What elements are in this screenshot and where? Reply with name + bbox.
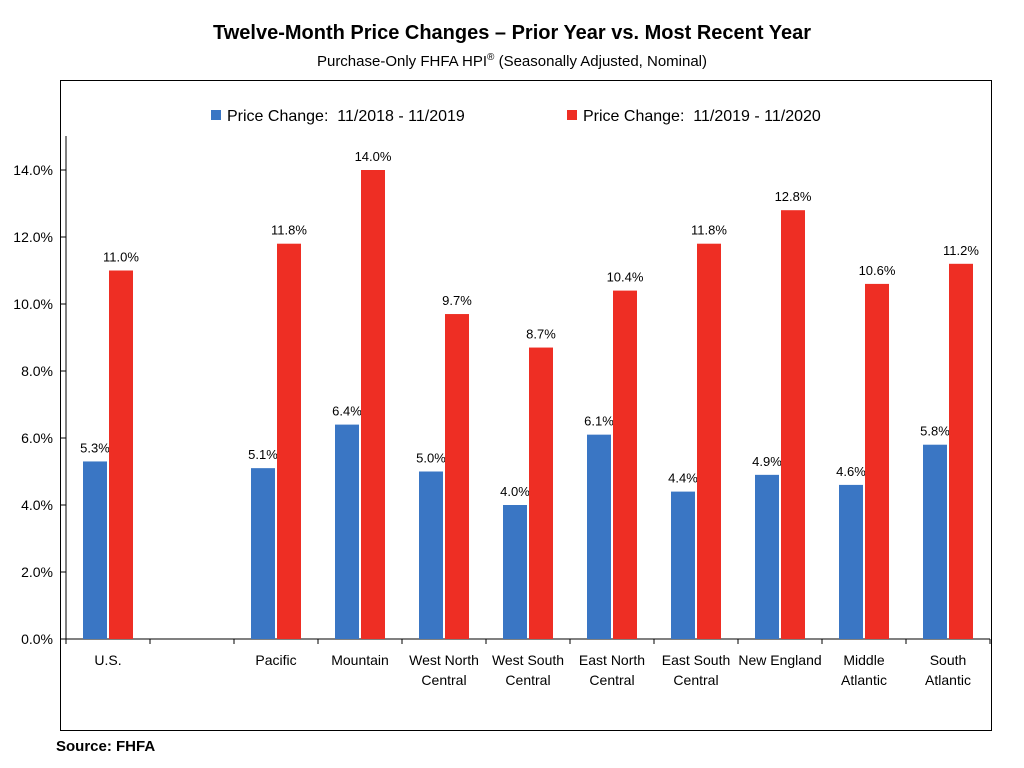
category-label: Atlantic (841, 672, 887, 688)
data-label: 4.6% (836, 464, 866, 479)
y-tick-label: 2.0% (21, 564, 53, 580)
subtitle-suffix: (Seasonally Adjusted, Nominal) (494, 53, 708, 70)
data-label: 9.7% (442, 293, 472, 308)
data-label: 10.6% (859, 263, 896, 278)
bar-2019 (419, 471, 443, 639)
data-label: 5.0% (416, 451, 446, 466)
bar-2020 (445, 314, 469, 639)
category-label: U.S. (94, 652, 121, 668)
bar-2019 (671, 491, 695, 639)
bar-2020 (781, 210, 805, 639)
data-label: 11.0% (103, 250, 139, 265)
data-label: 6.1% (584, 414, 614, 429)
y-tick-label: 0.0% (21, 631, 53, 647)
y-tick-label: 4.0% (21, 497, 53, 513)
data-label: 11.8% (691, 223, 727, 238)
category-label: South (930, 652, 967, 668)
bar-2019 (251, 468, 275, 639)
bar-2019 (923, 444, 947, 639)
data-label: 5.3% (80, 440, 110, 455)
bar-2019 (839, 484, 863, 639)
bar-2020 (613, 290, 637, 639)
legend-swatch (211, 110, 221, 120)
category-label: Central (505, 672, 550, 688)
y-tick-label: 12.0% (13, 229, 53, 245)
subtitle-text: Purchase-Only FHFA HPI (316, 53, 488, 70)
registered-mark: ® (487, 52, 495, 63)
bar-2020 (529, 347, 553, 639)
y-tick-label: 8.0% (21, 363, 53, 379)
data-label: 5.8% (920, 424, 950, 439)
data-label: 10.4% (607, 270, 644, 285)
data-label: 4.9% (752, 454, 782, 469)
data-label: 11.8% (271, 223, 307, 238)
legend-swatch (567, 110, 577, 120)
data-label: 14.0% (355, 149, 392, 164)
category-label: West North (409, 652, 479, 668)
category-label: Mountain (331, 652, 389, 668)
y-tick-label: 6.0% (21, 430, 53, 446)
category-label: New England (738, 652, 821, 668)
bar-2019 (503, 505, 527, 639)
bar-2020 (361, 170, 385, 639)
bar-2020 (949, 263, 973, 639)
category-label: East North (579, 652, 645, 668)
legend-label: Price Change: 11/2018 - 11/2019 (227, 108, 465, 125)
category-label: Middle (843, 652, 884, 668)
data-label: 12.8% (775, 189, 812, 204)
bar-2019 (335, 424, 359, 639)
data-label: 4.4% (668, 471, 698, 486)
bar-2019 (587, 434, 611, 639)
data-label: 8.7% (526, 327, 556, 342)
bar-2020 (109, 270, 133, 639)
y-tick-label: 10.0% (13, 296, 53, 312)
category-label: East South (662, 652, 731, 668)
data-label: 5.1% (248, 447, 278, 462)
category-label: Pacific (255, 652, 296, 668)
chart-frame (60, 80, 992, 731)
category-label: Atlantic (925, 672, 971, 688)
bar-2019 (83, 461, 107, 639)
bar-2019 (755, 474, 779, 639)
chart-subtitle: Purchase-Only FHFA HPI® (Seasonally Adju… (0, 52, 1024, 70)
source-note: Source: FHFA (56, 738, 156, 755)
chart-title: Twelve-Month Price Changes – Prior Year … (212, 22, 811, 44)
legend-label: Price Change: 11/2019 - 11/2020 (583, 108, 821, 125)
category-label: Central (589, 672, 634, 688)
bar-2020 (697, 243, 721, 639)
data-label: 11.2% (943, 243, 979, 258)
bar-2020 (277, 243, 301, 639)
category-label: Central (673, 672, 718, 688)
bar-2020 (865, 283, 889, 639)
data-label: 4.0% (500, 484, 530, 499)
y-tick-label: 14.0% (13, 162, 53, 178)
data-label: 6.4% (332, 404, 362, 419)
category-label: Central (421, 672, 466, 688)
category-label: West South (492, 652, 564, 668)
